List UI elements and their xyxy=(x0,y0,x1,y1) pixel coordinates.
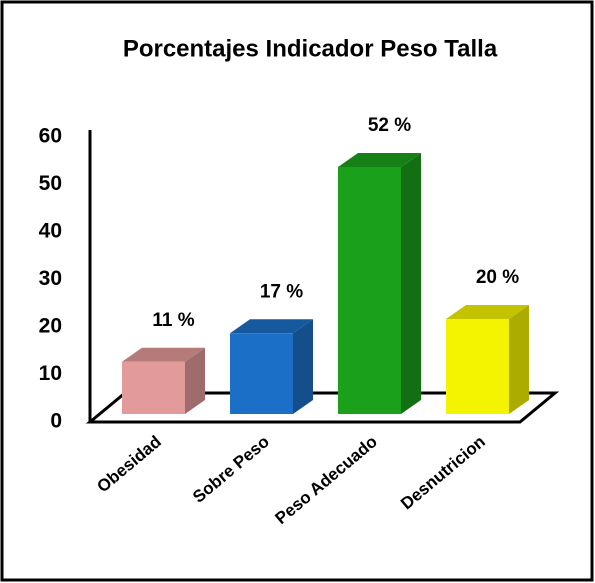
bar-top xyxy=(122,347,205,362)
floor xyxy=(85,391,560,424)
bar-front xyxy=(122,361,185,414)
y-tick-label: 40 xyxy=(39,220,62,243)
y-tick-label: 30 xyxy=(39,267,62,290)
bar-front xyxy=(338,167,401,414)
value-label: 20 % xyxy=(476,267,519,288)
value-label: 17 % xyxy=(260,281,303,302)
y-tick-label: 60 xyxy=(39,125,62,148)
y-tick-label: 10 xyxy=(39,362,62,385)
bar-top xyxy=(230,319,313,334)
bar-side xyxy=(401,153,421,414)
value-label: 11 % xyxy=(152,310,194,331)
y-tick-label: 20 xyxy=(39,315,62,338)
bar xyxy=(230,319,313,414)
bar-front xyxy=(230,333,293,414)
y-tick-label: 0 xyxy=(50,410,62,433)
bar-top xyxy=(338,153,421,167)
bar-top xyxy=(446,305,529,319)
bar-side xyxy=(509,305,529,414)
bar xyxy=(446,305,529,414)
chart-title: Porcentajes Indicador Peso Talla xyxy=(123,35,498,62)
bar xyxy=(338,153,421,414)
bar-front xyxy=(446,319,509,414)
bar xyxy=(122,347,205,414)
y-tick-label: 50 xyxy=(39,172,62,195)
bar-side xyxy=(185,347,205,414)
value-label: 52 % xyxy=(368,115,411,136)
bar-side xyxy=(293,319,313,414)
